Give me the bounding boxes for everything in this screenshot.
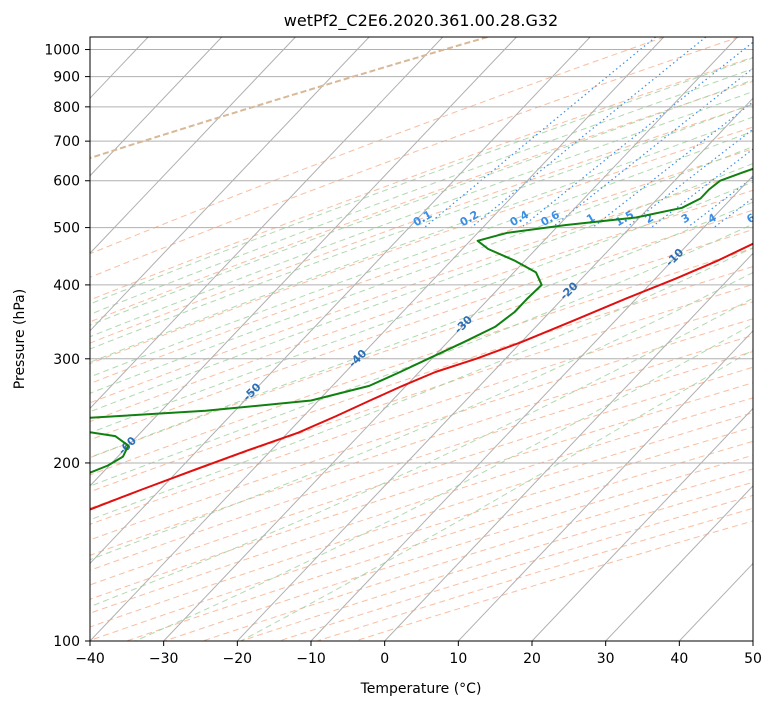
dry-adiabat-line — [90, 169, 753, 404]
isotherm-gridline — [90, 37, 223, 177]
mixing-ratio-line — [551, 67, 753, 229]
isotherm-gridline — [90, 37, 444, 410]
dry-adiabat-line — [90, 228, 753, 459]
x-tick-label: 20 — [523, 651, 541, 667]
dry-adiabat-line — [90, 318, 753, 541]
x-tick-label: −20 — [223, 651, 253, 667]
x-tick-label: 50 — [744, 651, 762, 667]
dry-adiabat-line — [90, 148, 753, 385]
y-tick-label: 600 — [53, 174, 80, 190]
y-tick-label: 200 — [53, 456, 80, 472]
isotherm-gridline — [236, 97, 753, 641]
moist-adiabat-line — [90, 103, 753, 350]
y-tick-label: 100 — [53, 634, 80, 650]
y-axis: 1000 900 800 700 600 500 400 300 200 100 — [44, 43, 90, 650]
x-tick-label: −30 — [149, 651, 179, 667]
isotherm-gridline — [90, 37, 517, 487]
y-tick-label: 400 — [53, 278, 80, 294]
moist-adiabat-line — [90, 162, 753, 413]
dry-adiabat-line — [90, 126, 753, 365]
mixing-ratio-line — [592, 101, 753, 229]
isotherm-gridline — [457, 330, 753, 641]
background-reference-lines — [90, 37, 753, 641]
y-tick-label: 500 — [53, 221, 80, 237]
dry-adiabat-line — [90, 366, 753, 586]
y-tick-label: 800 — [53, 100, 80, 116]
moist-adiabat-line — [90, 223, 753, 487]
mixing-ratio-label: 6 — [744, 211, 757, 226]
x-tick-label: 0 — [380, 651, 389, 667]
moist-adiabat-line — [90, 57, 753, 305]
moist-adiabat-line — [90, 201, 753, 458]
moist-adiabat-line — [90, 146, 753, 394]
y-tick-label: 700 — [53, 134, 80, 150]
moist-adiabat-line — [90, 247, 753, 521]
y-tick-label: 900 — [53, 70, 80, 86]
dry-adiabat-line — [90, 247, 753, 476]
dry-adiabat-line — [90, 189, 753, 423]
moist-adiabat-line — [90, 297, 753, 608]
isotherm-gridline — [90, 37, 665, 641]
x-tick-label: 30 — [597, 651, 615, 667]
reference-curve — [90, 37, 488, 160]
y-axis-label: Pressure (hPa) — [12, 289, 28, 389]
moist-adiabat-line — [90, 68, 753, 315]
dry-adiabat-line — [90, 382, 753, 600]
isotherm-gridline — [163, 37, 738, 641]
sounding-profiles — [90, 167, 753, 511]
isotherm-gridline — [90, 37, 591, 565]
isotherm-gridline — [531, 407, 753, 641]
x-tick-label: −10 — [296, 651, 326, 667]
isotherm-gridline — [90, 37, 370, 332]
dry-adiabat-line — [90, 283, 753, 509]
temperature-profile-line — [90, 242, 753, 511]
x-axis-label: Temperature (°C) — [360, 681, 482, 697]
y-tick-label: 300 — [53, 352, 80, 368]
isotherm-gridline — [605, 485, 753, 641]
isotherm-gridline — [384, 252, 753, 641]
dewpoint-profile-line — [90, 167, 753, 474]
plot-frame — [89, 36, 754, 642]
moist-adiabat-line — [90, 79, 753, 326]
mixing-ratio-line — [470, 37, 707, 229]
isotherm-gridline — [90, 37, 296, 255]
moist-adiabat-line — [90, 116, 753, 363]
x-tick-label: 40 — [670, 651, 688, 667]
y-tick-label: 1000 — [44, 43, 80, 59]
x-axis: −40 −30 −20 −10 0 10 20 30 40 50 — [75, 641, 762, 667]
dry-adiabat-line — [90, 334, 753, 556]
x-tick-label: 10 — [449, 651, 467, 667]
dry-adiabat-line — [90, 37, 665, 255]
dry-adiabat-line — [90, 56, 753, 301]
dry-adiabat-line — [90, 104, 753, 344]
chart-title: wetPf2_C2E6.2020.361.00.28.G32 — [284, 11, 558, 31]
isotherm-gridline — [310, 175, 753, 641]
x-tick-label: −40 — [75, 651, 105, 667]
mixing-ratio-line — [423, 37, 656, 229]
